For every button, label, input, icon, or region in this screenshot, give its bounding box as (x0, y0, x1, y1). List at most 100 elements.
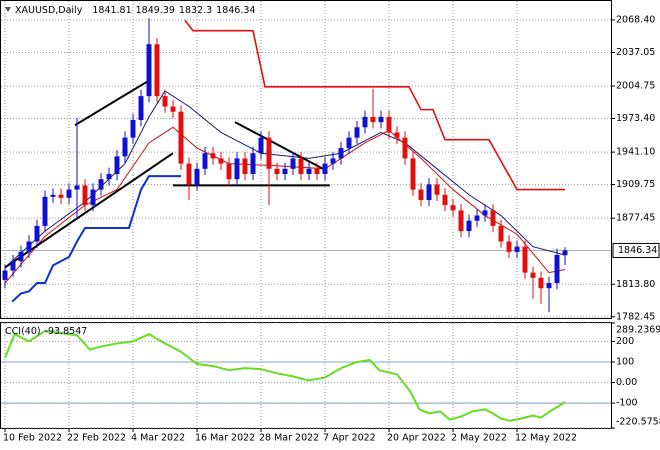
x-tick-label: 2 May 2022 (451, 433, 507, 444)
candle-body (226, 163, 232, 180)
candle-body (122, 137, 128, 157)
candle-body (298, 158, 304, 174)
candle-body (66, 189, 72, 198)
candle-body (290, 158, 296, 169)
y-tick-label: 1909.75 (616, 179, 655, 190)
candle-body (282, 168, 288, 174)
y-tick-label: 1941.10 (616, 147, 655, 158)
candle-body (242, 158, 248, 174)
candle-body (490, 210, 496, 226)
candle-body (546, 283, 552, 289)
low-value: 1832.3 (179, 5, 212, 16)
candle-body (346, 137, 352, 149)
candle-body (2, 270, 8, 280)
candle-body (314, 168, 320, 174)
candle-body (42, 196, 48, 226)
candle-body (154, 44, 160, 97)
x-tick-label: 4 Mar 2022 (131, 433, 185, 444)
candle-body (450, 205, 456, 211)
candle-body (258, 137, 264, 154)
text-layer: 2068.40 2037.05 2004.75 1973.40 1941.10 1909.… (3, 14, 660, 443)
candle-body (338, 148, 344, 159)
x-tick-label: 7 Apr 2022 (323, 433, 376, 444)
candle-body (322, 163, 328, 174)
candle-body (114, 156, 120, 174)
candle-body (34, 225, 40, 242)
current-price-label: 1846.34 (618, 245, 657, 256)
overlay-line (184, 19, 565, 191)
candle-body (58, 194, 64, 198)
candle-body (458, 210, 464, 232)
candle-body (514, 246, 520, 252)
y-tick-label: -220.5758 (616, 417, 660, 428)
candle-body (90, 189, 96, 206)
candle-body (218, 158, 224, 164)
candle-body (530, 272, 536, 278)
overlay-line (234, 121, 326, 171)
candle-body (50, 194, 56, 197)
x-tick-label: 22 Feb 2022 (67, 433, 126, 444)
candle-body (274, 168, 280, 174)
x-tick-label: 10 Feb 2022 (3, 433, 62, 444)
candle-body (186, 163, 192, 185)
candle-body (386, 116, 392, 133)
open-value: 1841.81 (92, 5, 131, 16)
candle-body (378, 116, 384, 123)
candle-body (194, 168, 200, 185)
indicator-title: CCI(40) (5, 326, 41, 337)
y-tick-label: 200 (616, 336, 634, 347)
candle-body (474, 215, 480, 221)
indicator-header: CCI(40) -93.8547 (5, 326, 87, 337)
candle-body (210, 153, 216, 159)
candle-body (18, 251, 24, 262)
candle-body (98, 179, 104, 190)
candle-body (402, 137, 408, 159)
overlay-line (4, 152, 174, 269)
candle-body (162, 96, 168, 107)
candle-body (170, 106, 176, 112)
x-tick-label: 12 May 2022 (515, 433, 577, 444)
candle-body (138, 96, 144, 121)
candle-body (394, 132, 400, 138)
candle-body (178, 111, 184, 164)
indicator-pane (0, 322, 612, 429)
candle-body (442, 194, 448, 206)
y-tick-label: 1877.45 (616, 213, 655, 224)
candle-body (82, 185, 88, 206)
candle-body (146, 44, 152, 97)
marks-layer (2, 18, 568, 422)
candle-body (538, 277, 544, 289)
y-tick-label: 289.2369 (616, 325, 660, 336)
symbol-icon (5, 7, 11, 12)
candle-body (306, 168, 312, 174)
candle-body (10, 261, 16, 271)
candle-body (266, 137, 272, 169)
candle-body (554, 254, 560, 284)
chart-title: XAUUSD,Daily (15, 5, 83, 16)
x-tick-label: 16 Mar 2022 (195, 433, 255, 444)
candle-body (362, 116, 368, 128)
x-tick-label: 28 Mar 2022 (259, 433, 319, 444)
candle-body (466, 220, 472, 232)
candle-body (418, 189, 424, 200)
x-tick-label: 20 Apr 2022 (387, 433, 446, 444)
overlay-line (74, 79, 150, 127)
overlay-line (11, 175, 181, 303)
candle-body (370, 116, 376, 123)
indicator-line (4, 330, 566, 422)
y-tick-label: 1782.45 (616, 311, 655, 322)
candle-body (106, 173, 112, 180)
candle-body (498, 225, 504, 242)
candle-body (426, 184, 432, 200)
candle-body (354, 127, 360, 138)
candle-body (522, 246, 528, 273)
candle-body (26, 241, 32, 252)
candle-body (74, 185, 80, 190)
y-tick-label: 0.00 (616, 377, 637, 388)
y-tick-label: 1813.80 (616, 279, 655, 290)
candle-body (434, 184, 440, 195)
y-tick-label: 2037.05 (616, 47, 655, 58)
high-value: 1849.39 (136, 5, 175, 16)
candle-body (130, 120, 136, 138)
